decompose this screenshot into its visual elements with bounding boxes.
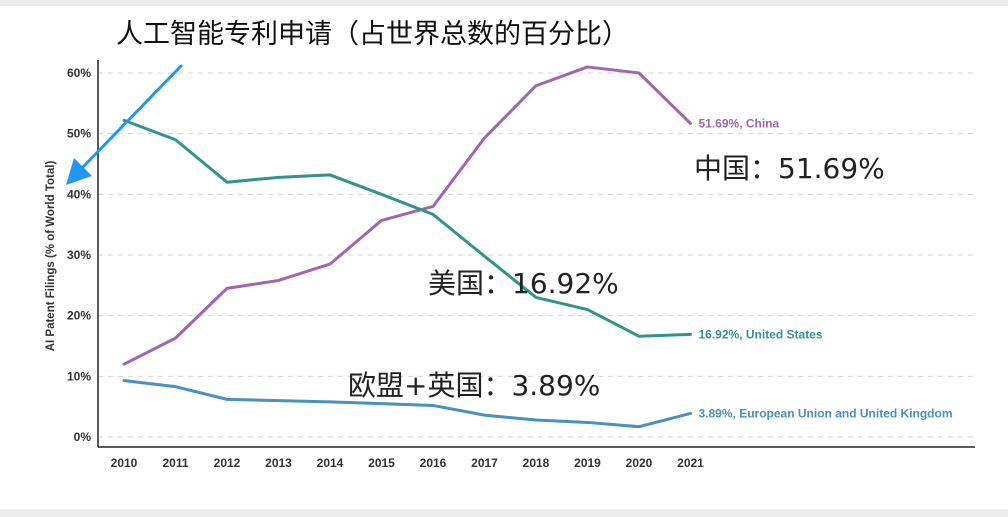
- gridlines: [98, 72, 975, 438]
- series-line-1: [122, 118, 692, 338]
- arrow-shaft: [80, 64, 183, 170]
- x-tick-label: 2010: [111, 456, 138, 470]
- y-tick-label: 60%: [67, 66, 91, 80]
- axes: [97, 60, 975, 448]
- x-tick-label: 2012: [214, 456, 241, 470]
- series-line-0: [122, 65, 692, 366]
- arrow-head: [66, 158, 92, 185]
- series-end-label: 51.69%, China: [699, 116, 780, 130]
- series-line-2: [122, 379, 692, 429]
- x-tick-label: 2011: [162, 456, 188, 470]
- top-band: [0, 0, 1008, 6]
- x-tick-label: 2013: [265, 456, 292, 470]
- y-tick-label: 40%: [67, 187, 91, 201]
- x-tick-label: 2016: [420, 456, 447, 470]
- series-end-label: 3.89%, European Union and United Kingdom: [699, 406, 953, 420]
- x-tick-label: 2015: [368, 456, 395, 470]
- arrow-icon: [66, 64, 183, 185]
- chart-title: 人工智能专利申请（占世界总数的百分比）: [116, 19, 629, 50]
- series-annotation: 欧盟+英国：3.89%: [348, 369, 600, 402]
- y-tick-label: 0%: [74, 430, 92, 444]
- y-tick-label: 10%: [67, 369, 91, 383]
- y-tick-label: 20%: [67, 309, 91, 323]
- x-tick-label: 2019: [574, 456, 601, 470]
- y-axis-label: AI Patent Filings (% of World Total): [45, 161, 57, 352]
- y-tick-label: 50%: [67, 127, 91, 141]
- bottom-band: [0, 509, 1008, 517]
- series-annotation: 中国：51.69%: [694, 152, 885, 185]
- x-tick-label: 2017: [471, 456, 498, 470]
- x-tick-label: 2014: [317, 456, 344, 470]
- x-tick-label: 2018: [523, 456, 550, 470]
- x-tick-labels: 2010 2011 2012 2013 2014 2015 2016 2017 2018 2019…: [111, 456, 705, 470]
- y-tick-label: 30%: [67, 248, 91, 262]
- series-annotation: 美国：16.92%: [428, 267, 619, 300]
- x-tick-label: 2021: [677, 456, 704, 470]
- series-end-label: 16.92%, United States: [699, 327, 823, 341]
- x-tick-label: 2020: [626, 456, 653, 470]
- series-annotations: 中国：51.69% 美国：16.92% 欧盟+英国：3.89%: [348, 152, 885, 402]
- series-end-labels: 51.69%, China 16.92%, United States 3.89%,…: [699, 116, 953, 420]
- series-lines: [122, 65, 692, 429]
- y-tick-labels: 0% 10% 20% 30% 40% 50% 60%: [67, 66, 91, 444]
